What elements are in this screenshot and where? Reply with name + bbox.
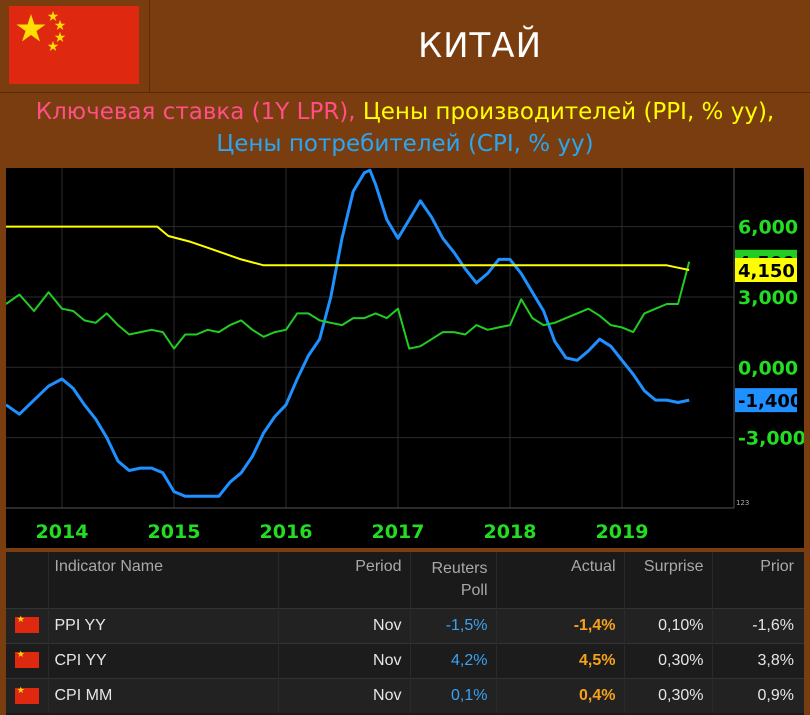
row-flag <box>6 607 49 643</box>
subtitle-lpr: Ключевая ставка (1Y LPR), <box>35 99 356 125</box>
row-period: Nov <box>278 677 411 713</box>
y-tick-label: 0,000 <box>738 357 798 379</box>
row-prior: 0,9% <box>712 677 804 713</box>
chart-subtitle: Ключевая ставка (1Y LPR), Цены производи… <box>0 96 810 160</box>
table-row[interactable]: CPI YY Nov 4,2% 4,5% 0,30% 3,8% <box>6 642 804 678</box>
row-prior: 3,8% <box>712 642 804 678</box>
header-poll-line2: Poll <box>460 582 488 599</box>
y-badge-label: -1,400 <box>738 391 802 412</box>
x-tick-label: 2017 <box>372 521 425 543</box>
table-row[interactable]: PPI YY Nov -1,5% -1,4% 0,10% -1,6% <box>6 607 804 643</box>
row-period: Nov <box>278 642 411 678</box>
x-tick-label: 2014 <box>36 521 89 543</box>
subtitle-ppi: Цены производителей (PPI, % yy), <box>362 99 775 125</box>
subtitle-cpi: Цены потребителей (CPI, % yy) <box>216 131 594 157</box>
series-line-lpr <box>6 225 690 271</box>
x-tick-label: 2015 <box>148 521 201 543</box>
row-actual: 4,5% <box>496 642 625 678</box>
row-poll: -1,5% <box>410 607 497 643</box>
row-actual: -1,4% <box>496 607 625 643</box>
table-row[interactable]: CPI MM Nov 0,1% 0,4% 0,30% 0,9% <box>6 677 804 713</box>
china-flag-icon <box>9 6 139 84</box>
row-actual: 0,4% <box>496 677 625 713</box>
y-badge-box <box>735 258 797 282</box>
flag-frame <box>0 0 150 92</box>
row-flag <box>6 642 49 678</box>
row-prior: -1,6% <box>712 607 804 643</box>
row-surprise: 0,30% <box>624 642 713 678</box>
china-flag-icon <box>14 649 39 669</box>
series <box>6 168 691 498</box>
y-badge-lpr: 4,150 <box>735 258 797 282</box>
header-flag <box>6 552 49 608</box>
row-poll: 0,1% <box>410 677 497 713</box>
header-actual[interactable]: Actual <box>496 552 625 608</box>
x-tick-label: 2018 <box>484 521 537 543</box>
row-period: Nov <box>278 607 411 643</box>
table-header-row: Indicator Name Period Reuters Poll Actua… <box>6 552 804 608</box>
x-axis-ticks: 2014 2015 2016 2017 2018 2019 <box>36 521 649 543</box>
y-badge-ppi: -1,400 <box>735 388 802 413</box>
header-surprise[interactable]: Surprise <box>624 552 713 608</box>
row-name: PPI YY <box>48 607 279 643</box>
header-period[interactable]: Period <box>278 552 411 608</box>
china-flag-icon <box>14 614 39 634</box>
plot-area <box>6 168 734 508</box>
header-divider <box>0 92 810 93</box>
y-badge-box <box>735 388 797 413</box>
header-name[interactable]: Indicator Name <box>48 552 279 608</box>
header-poll-line1: Reuters <box>431 560 488 577</box>
y-badge-label: 4,150 <box>738 261 795 282</box>
header-poll[interactable]: Reuters Poll <box>410 552 497 608</box>
series-line-cpi <box>6 261 691 350</box>
header-prior[interactable]: Prior <box>712 552 804 608</box>
page-title: КИТАЙ <box>417 26 543 66</box>
china-flag-icon <box>14 685 39 704</box>
y-axis-ticks: 6,000 3,000 0,000 -3,000 <box>738 217 804 450</box>
row-flag <box>6 677 49 713</box>
row-name: CPI YY <box>48 642 279 678</box>
y-tick-label: -3,000 <box>738 428 804 450</box>
row-surprise: 0,30% <box>624 677 713 713</box>
indicator-table: Indicator Name Period Reuters Poll Actua… <box>6 552 804 715</box>
corner-label: 123 <box>736 499 749 507</box>
header: КИТАЙ <box>0 0 810 92</box>
y-badges: 4,5004,150-1,400 <box>735 249 802 413</box>
x-tick-label: 2019 <box>596 521 649 543</box>
x-tick-label: 2016 <box>260 521 313 543</box>
series-line-ppi <box>6 168 690 498</box>
row-poll: 4,2% <box>410 642 497 678</box>
y-tick-label: 6,000 <box>738 217 798 239</box>
row-name: CPI MM <box>48 677 279 713</box>
y-tick-label: 3,000 <box>738 287 798 309</box>
row-surprise: 0,10% <box>624 607 713 643</box>
